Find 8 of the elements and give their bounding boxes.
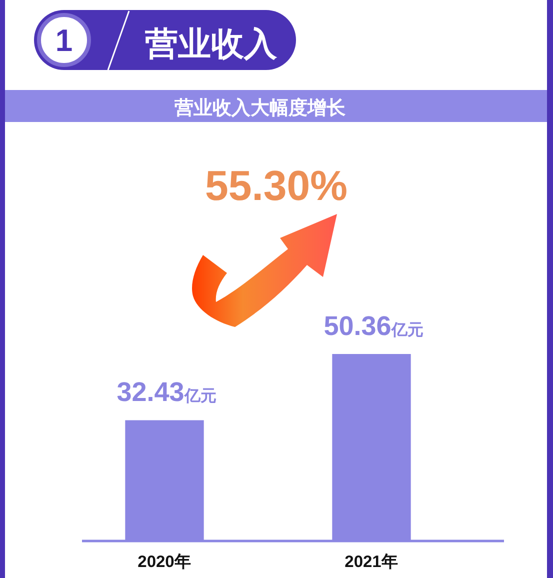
data-label: 50.36亿元 <box>324 311 424 341</box>
x-tick-label: 2021年 <box>344 552 398 571</box>
data-label: 32.43亿元 <box>116 377 216 408</box>
text: 55.30% <box>205 162 348 209</box>
chart-subtitle: 营业收入大幅度增长 <box>174 97 346 119</box>
x-tick-label: 2020年 <box>138 552 192 571</box>
chart-title: 营业收入 <box>145 25 278 62</box>
text: 1 <box>55 23 73 58</box>
